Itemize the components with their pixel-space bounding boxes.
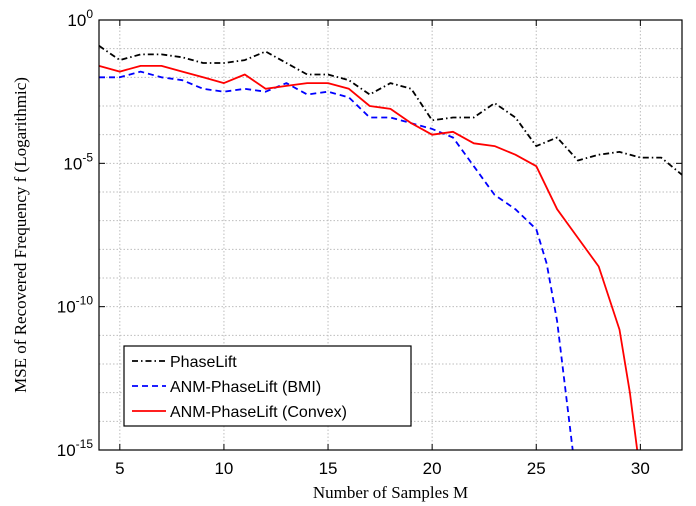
x-axis-label: Number of Samples M [313,483,468,502]
x-tick-label: 15 [319,459,338,478]
y-tick-label: 100 [67,7,93,30]
x-tick-label: 25 [527,459,546,478]
legend-label: ANM-PhaseLift (BMI) [170,379,321,396]
plot-frame [98,19,683,451]
series-line-3 [98,65,639,451]
y-tick-label: 10-5 [63,150,93,173]
ticks: 5 10 15 20 25 30 100 10-5 10-10 10-15 [57,7,682,478]
y-tick-label: 10-15 [57,437,94,460]
x-tick-label: 10 [214,459,233,478]
series-lines [98,45,683,451]
y-tick-label: 10-10 [57,294,94,317]
x-tick-label: 20 [423,459,442,478]
y-axis-label: MSE of Recovered Frequency f (Logarithmi… [11,77,30,393]
x-tick-label: 30 [631,459,650,478]
legend-box [123,345,412,427]
legend-label: ANM-PhaseLift (Convex) [170,404,347,421]
series-line-2 [99,70,574,451]
legend: PhaseLift ANM-PhaseLift (BMI) ANM-PhaseLif… [123,345,412,427]
legend-label: PhaseLift [170,354,237,371]
x-tick-label: 5 [115,459,124,478]
series-line-1 [98,45,683,176]
